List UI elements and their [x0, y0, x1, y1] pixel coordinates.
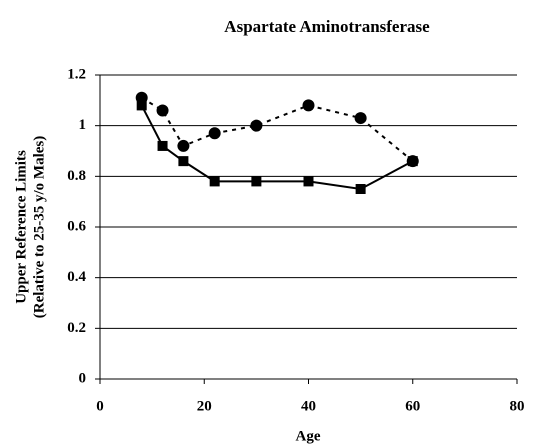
marker — [406, 155, 419, 168]
y-tick-label: 0.4 — [67, 269, 86, 285]
x-tick-label: 80 — [510, 398, 525, 414]
y-tick-label: 0.6 — [67, 218, 86, 234]
y-axis-label: Upper Reference Limits — [13, 150, 29, 304]
x-tick-label: 60 — [405, 398, 420, 414]
marker — [177, 139, 190, 152]
marker — [178, 156, 189, 167]
marker — [156, 104, 169, 117]
marker — [251, 176, 262, 187]
y-tick-label: 0.8 — [67, 168, 86, 184]
marker — [355, 184, 366, 194]
marker — [135, 91, 148, 104]
marker — [157, 140, 168, 151]
marker — [302, 99, 315, 112]
x-axis-label: Age — [296, 428, 321, 444]
marker — [209, 176, 220, 187]
y-tick-label: 1.2 — [67, 66, 86, 82]
marker — [354, 112, 367, 125]
x-tick-label: 0 — [96, 398, 104, 414]
series-line — [141, 96, 414, 162]
x-tick-label: 20 — [197, 398, 212, 414]
y-tick-label: 1 — [79, 117, 87, 133]
marker — [303, 176, 314, 187]
y-axis-label: (Relative to 25-35 y/o Males) — [31, 136, 47, 318]
marker — [250, 119, 263, 132]
marker — [208, 127, 221, 140]
y-tick-label: 0.2 — [67, 320, 86, 336]
chart-title: Aspartate Aminotransferase — [224, 17, 430, 36]
x-tick-label: 40 — [301, 398, 316, 414]
marker — [136, 100, 147, 111]
y-tick-label: 0 — [79, 370, 87, 386]
